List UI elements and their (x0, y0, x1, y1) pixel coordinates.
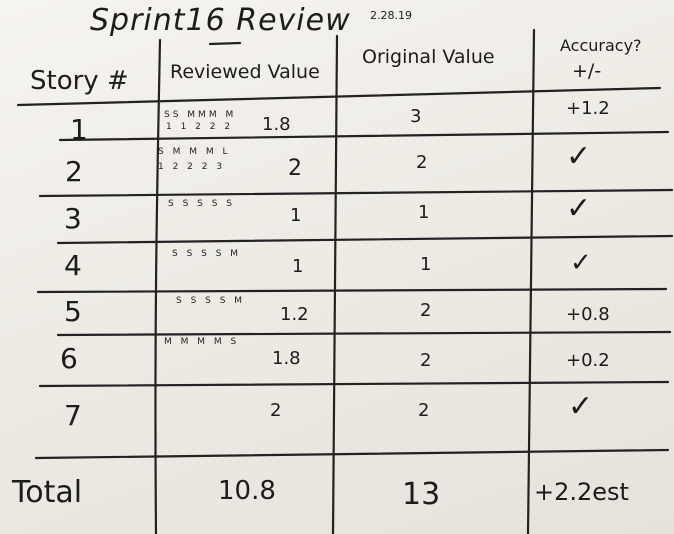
row-1-reviewed: 1.8 (262, 114, 291, 135)
row-3-sizes: S S S S S (168, 199, 236, 209)
row-5-reviewed: 1.2 (280, 304, 309, 325)
row-3-original: 1 (418, 202, 430, 223)
row-line-3 (56, 234, 674, 245)
row-4-sizes: S S S S M (172, 249, 242, 259)
row-line-2 (38, 188, 674, 198)
row-1-story: 1 (70, 113, 88, 146)
board-date: 2.28.19 (370, 9, 412, 22)
divider-story (154, 38, 162, 534)
row-6-original: 2 (420, 350, 432, 371)
row-2-original: 2 (416, 152, 428, 173)
row-3-reviewed: 1 (290, 205, 302, 226)
header-story: Story # (30, 66, 129, 96)
row-3-accuracy-check: ✓ (566, 191, 592, 226)
row-3-story: 3 (64, 202, 82, 235)
row-2-reviewed: 2 (288, 156, 302, 181)
header-original: Original Value (362, 46, 495, 68)
header-reviewed: Reviewed Value (170, 61, 320, 83)
row-4-accuracy-check: ✓ (570, 248, 592, 278)
row-2-sizes: S M M M L (158, 147, 231, 157)
header-accuracy-sign: +/- (572, 60, 602, 82)
row-1-sizes: SS MMM M (164, 110, 237, 120)
row-line-6 (38, 380, 670, 388)
row-2-points: 1 2 2 2 3 (158, 162, 226, 172)
title-underline (208, 41, 242, 46)
total-original: 13 (402, 477, 441, 512)
row-4-story: 4 (64, 249, 82, 282)
total-reviewed: 10.8 (218, 476, 276, 506)
row-7-accuracy-check: ✓ (568, 389, 594, 424)
row-2-accuracy-check: ✓ (566, 139, 592, 174)
row-6-sizes: M M M M S (164, 337, 240, 347)
row-2-story: 2 (65, 155, 83, 188)
board-title: Sprint16 Review (90, 3, 351, 38)
divider-reviewed (331, 34, 339, 534)
row-5-original: 2 (420, 300, 432, 321)
row-line-header (16, 86, 662, 107)
row-4-reviewed: 1 (292, 256, 304, 277)
row-5-accuracy: +0.8 (566, 304, 610, 325)
row-6-story: 6 (60, 342, 78, 375)
row-1-original: 3 (410, 106, 422, 127)
row-6-reviewed: 1.8 (272, 348, 301, 369)
header-accuracy: Accuracy? (560, 36, 642, 55)
total-accuracy: +2.2est (534, 478, 629, 506)
row-7-story: 7 (64, 399, 82, 432)
row-line-total (34, 448, 670, 460)
row-5-story: 5 (64, 295, 82, 328)
total-label: Total (12, 475, 83, 510)
row-5-sizes: S S S S M (176, 296, 246, 306)
divider-original (526, 28, 536, 534)
row-4-original: 1 (420, 254, 432, 275)
row-1-points: 1 1 2 2 2 (166, 122, 234, 132)
row-1-accuracy: +1.2 (566, 98, 610, 119)
row-line-1 (58, 130, 670, 142)
row-7-original: 2 (418, 400, 430, 421)
row-line-4 (36, 287, 668, 294)
row-7-reviewed: 2 (270, 400, 282, 421)
row-6-accuracy: +0.2 (566, 350, 610, 371)
row-line-5 (56, 330, 672, 337)
